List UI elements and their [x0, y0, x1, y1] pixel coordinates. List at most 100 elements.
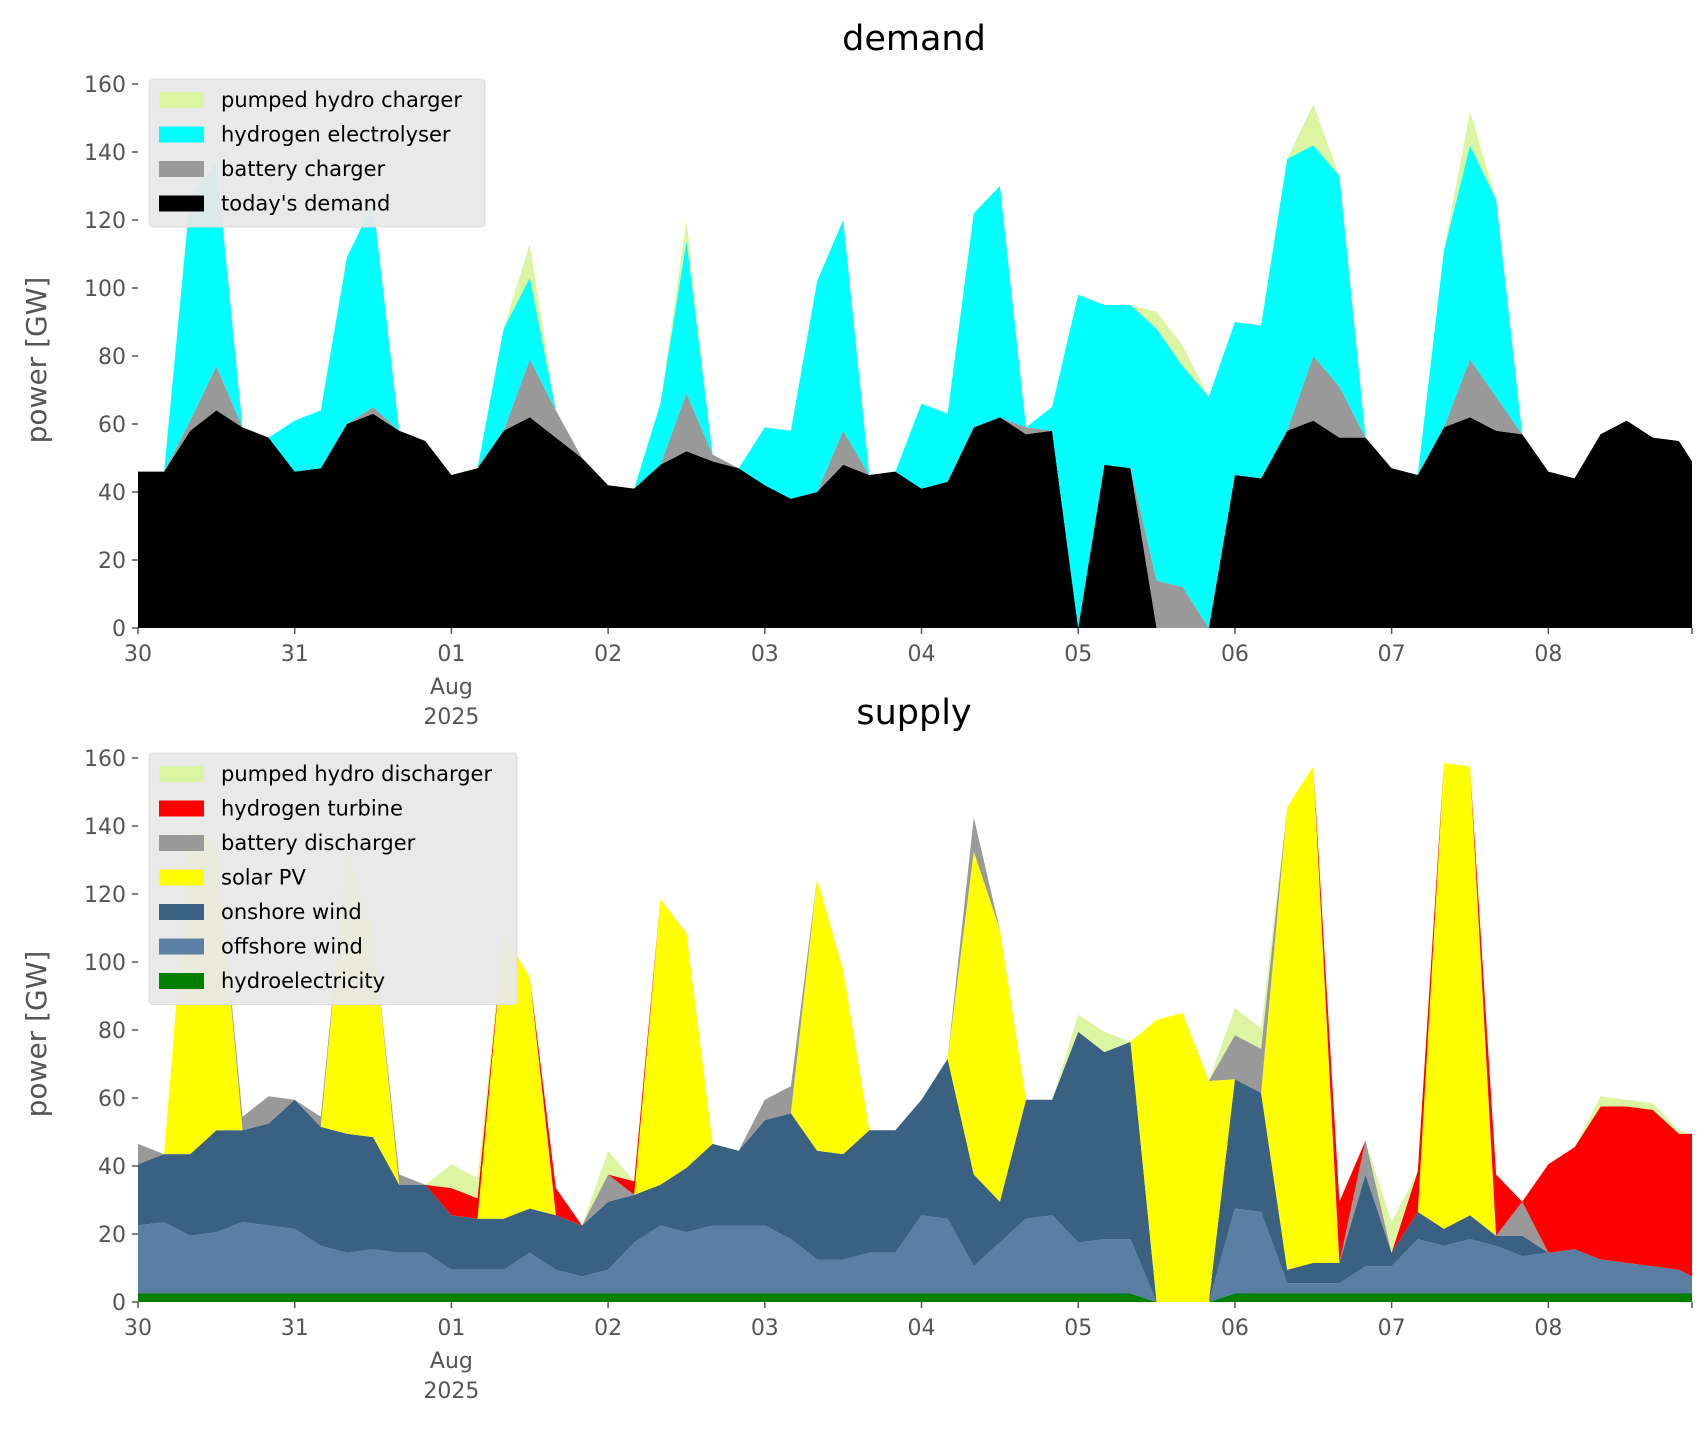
- legend: pumped hydro discharger hydrogen turbine b…: [148, 752, 518, 1005]
- legend-box: [148, 78, 486, 228]
- legend-item-solar-pv: solar PV: [159, 866, 306, 890]
- area-hydrogen-electrolyser: [138, 145, 1692, 628]
- legend-item-battery-discharger: battery discharger: [159, 831, 416, 855]
- x-tick-label: 06: [1221, 642, 1249, 667]
- area-offshore-wind: [138, 1208, 1692, 1302]
- x-tick-label: 06: [1221, 1316, 1249, 1341]
- x-tick-label: 07: [1378, 642, 1406, 667]
- x-tick-label: 31: [281, 1316, 309, 1341]
- legend: pumped hydro charger hydrogen electrolyse…: [148, 78, 486, 228]
- x-tick-label: 07: [1378, 1316, 1406, 1341]
- area-onshore-wind: [138, 1031, 1692, 1302]
- y-axis: 0 20 40 60 80 100 120 140 160: [84, 747, 138, 1316]
- legend-label: hydroelectricity: [221, 969, 385, 993]
- legend-swatch: [159, 92, 204, 108]
- x-tick-label: 03: [751, 1316, 779, 1341]
- x-tick-label: 05: [1064, 1316, 1092, 1341]
- y-tick-label: 20: [98, 1223, 126, 1248]
- legend-box: [148, 752, 518, 1005]
- legend-label: pumped hydro charger: [221, 88, 462, 112]
- y-tick-label: 120: [84, 883, 126, 908]
- legend-label: hydrogen turbine: [221, 797, 403, 821]
- y-tick-label: 160: [84, 73, 126, 98]
- x-tick-label: 30: [124, 1316, 152, 1341]
- x-tick-label: 01: [437, 642, 465, 667]
- legend-label: solar PV: [221, 866, 306, 890]
- y-axis: 0 20 40 60 80 100 120 140 160: [84, 73, 138, 642]
- x-tick-label: 05: [1064, 642, 1092, 667]
- legend-label: today's demand: [221, 192, 390, 216]
- legend-item-hydroelectricity: hydroelectricity: [159, 969, 385, 993]
- legend-swatch: [159, 195, 204, 212]
- y-tick-label: 0: [112, 1291, 126, 1316]
- legend-label: onshore wind: [221, 900, 362, 924]
- legend-item-hydrogen-turbine: hydrogen turbine: [159, 797, 403, 821]
- y-tick-label: 40: [98, 1155, 126, 1180]
- legend-swatch: [159, 938, 204, 955]
- legend-item-onshore-wind: onshore wind: [159, 900, 362, 924]
- legend-label: pumped hydro discharger: [221, 762, 492, 786]
- x-tick-label: 31: [281, 642, 309, 667]
- legend-item-pumped-hydro-charger: pumped hydro charger: [159, 88, 462, 112]
- y-tick-label: 80: [98, 345, 126, 370]
- legend-swatch: [159, 835, 204, 851]
- y-tick-label: 100: [84, 277, 126, 302]
- x-tick-label: 01: [437, 1316, 465, 1341]
- x-tick-year: 2025: [423, 705, 479, 730]
- area-today-s-demand: [138, 410, 1692, 628]
- legend-label: battery charger: [221, 157, 386, 181]
- x-tick-label: 02: [594, 642, 622, 667]
- legend-label: battery discharger: [221, 831, 416, 855]
- legend-swatch: [159, 869, 204, 886]
- legend-item-offshore-wind: offshore wind: [159, 935, 363, 959]
- x-tick-label: 04: [908, 1316, 936, 1341]
- y-tick-label: 40: [98, 481, 126, 506]
- chart-title: demand: [842, 19, 986, 59]
- legend-label: offshore wind: [221, 935, 363, 959]
- x-tick-year: 2025: [423, 1379, 479, 1404]
- legend-item-battery-charger: battery charger: [159, 157, 386, 181]
- area-solar-pv: [138, 763, 1692, 1302]
- legend-swatch: [159, 126, 204, 143]
- x-tick-label: 02: [594, 1316, 622, 1341]
- y-tick-label: 120: [84, 209, 126, 234]
- x-tick-label: 08: [1534, 642, 1562, 667]
- legend-item-hydrogen-electrolyser: hydrogen electrolyser: [159, 123, 451, 147]
- x-axis: 30 31 01 Aug 2025 02 03 04 05 06 07 08: [124, 1302, 1693, 1404]
- legend-item-today-s-demand: today's demand: [159, 192, 390, 216]
- y-axis-label: power [GW]: [20, 277, 53, 444]
- y-axis-label: power [GW]: [20, 951, 53, 1118]
- area-battery-charger: [138, 356, 1692, 628]
- area-hydroelectricity: [138, 1293, 1692, 1302]
- y-tick-label: 140: [84, 141, 126, 166]
- x-tick-label: 08: [1534, 1316, 1562, 1341]
- x-tick-month: Aug: [430, 1349, 473, 1374]
- y-tick-label: 20: [98, 549, 126, 574]
- x-axis: 30 31 01 Aug 2025 02 03 04 05 06 07 08: [124, 628, 1693, 730]
- y-tick-label: 100: [84, 951, 126, 976]
- y-tick-label: 80: [98, 1019, 126, 1044]
- y-tick-label: 140: [84, 815, 126, 840]
- x-tick-month: Aug: [430, 675, 473, 700]
- x-tick-label: 30: [124, 642, 152, 667]
- y-tick-label: 160: [84, 747, 126, 772]
- legend-swatch: [159, 800, 204, 817]
- y-tick-label: 0: [112, 617, 126, 642]
- x-tick-label: 04: [908, 642, 936, 667]
- legend-swatch: [159, 766, 204, 782]
- chart-title: supply: [856, 693, 971, 733]
- demand-chart: demand power [GW] 30 31 01 Aug 2025 02 03 04 05 0…: [20, 19, 1693, 730]
- area-hydrogen-turbine: [138, 763, 1692, 1277]
- series-layer: [138, 763, 1692, 1302]
- legend-swatch: [159, 973, 204, 989]
- y-tick-label: 60: [98, 413, 126, 438]
- legend-item-pumped-hydro-discharger: pumped hydro discharger: [159, 762, 492, 786]
- x-tick-label: 03: [751, 642, 779, 667]
- legend-label: hydrogen electrolyser: [221, 123, 451, 147]
- legend-swatch: [159, 161, 204, 177]
- supply-chart: supply power [GW] 30 31 01 Aug 2025 02 03 04 05 0…: [20, 693, 1693, 1404]
- y-tick-label: 60: [98, 1087, 126, 1112]
- series-layer: [138, 104, 1692, 628]
- legend-swatch: [159, 904, 204, 920]
